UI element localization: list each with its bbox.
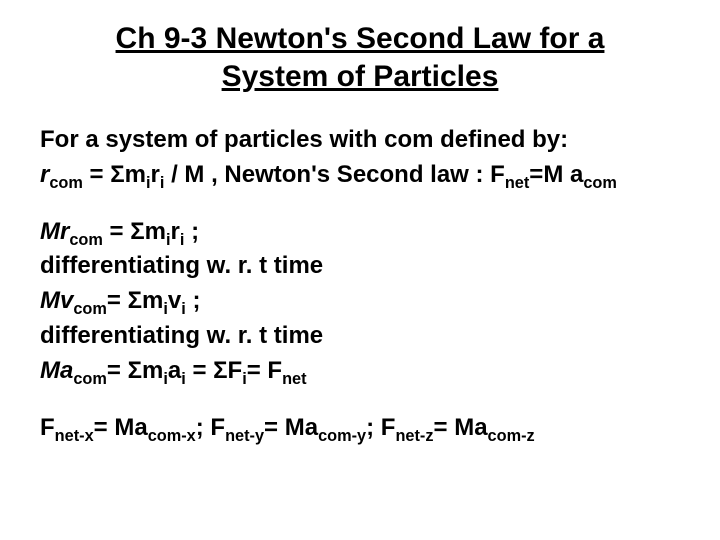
sym-r2: r: [151, 161, 160, 188]
txt2: ; F: [196, 414, 225, 441]
sub-netx: net-x: [55, 426, 94, 444]
txt: = Σm: [107, 357, 163, 384]
sym-a: a: [168, 357, 181, 384]
sub-com: com: [69, 230, 103, 248]
sym-Ma: Ma: [40, 357, 73, 384]
sub-net: net: [505, 174, 529, 192]
sub-comz: com-z: [488, 426, 535, 444]
sym-r: r: [171, 218, 180, 245]
title-line-2: System of Particles: [222, 60, 499, 93]
paragraph-intro: For a system of particles with com defin…: [40, 123, 680, 193]
sub-nety: net-y: [225, 426, 264, 444]
intro-line-2: rcom = Σmiri / M , Newton's Second law :…: [40, 161, 617, 188]
sub-com2: com: [583, 174, 617, 192]
sub-com: com: [73, 300, 107, 318]
sub-net: net: [282, 370, 306, 388]
deriv-line-4: differentiating w. r. t time: [40, 322, 323, 349]
title-line-1: Ch 9-3 Newton's Second Law for a: [116, 22, 605, 55]
txt: = Σm: [107, 287, 163, 314]
txt: = Σm: [103, 218, 166, 245]
txt3: = F: [247, 357, 282, 384]
sym-F1: F: [40, 414, 55, 441]
sym-r: r: [40, 161, 49, 188]
txt: = Σm: [83, 161, 146, 188]
components-line: Fnet-x= Macom-x; Fnet-y= Macom-y; Fnet-z…: [40, 414, 535, 441]
paragraph-components: Fnet-x= Macom-x; Fnet-y= Macom-y; Fnet-z…: [40, 411, 680, 446]
sub-comy: com-y: [318, 426, 366, 444]
sub-com: com: [73, 370, 107, 388]
txt2: = ΣF: [186, 357, 242, 384]
intro-line-1: For a system of particles with com defin…: [40, 126, 568, 153]
semi: ;: [186, 287, 201, 314]
txt3: = Ma: [264, 414, 318, 441]
sym-Mv: Mv: [40, 287, 73, 314]
deriv-line-1: Mrcom = Σmiri ;: [40, 218, 199, 245]
sym-Mr: Mr: [40, 218, 69, 245]
sub-com: com: [49, 174, 83, 192]
slide-title: Ch 9-3 Newton's Second Law for a System …: [40, 20, 680, 95]
txt5: = Ma: [434, 414, 488, 441]
slide: Ch 9-3 Newton's Second Law for a System …: [0, 0, 720, 540]
sub-netz: net-z: [395, 426, 433, 444]
txt3: =M a: [529, 161, 583, 188]
semi: ;: [184, 218, 199, 245]
deriv-line-5: Macom= Σmiai = ΣFi= Fnet: [40, 357, 307, 384]
txt1: = Ma: [94, 414, 148, 441]
sub-comx: com-x: [148, 426, 196, 444]
deriv-line-3: Mvcom= Σmivi ;: [40, 287, 200, 314]
txt4: ; F: [366, 414, 395, 441]
txt2: / M , Newton's Second law : F: [164, 161, 504, 188]
deriv-line-2: differentiating w. r. t time: [40, 252, 323, 279]
sym-v: v: [168, 287, 181, 314]
paragraph-derivation: Mrcom = Σmiri ; differentiating w. r. t …: [40, 215, 680, 389]
